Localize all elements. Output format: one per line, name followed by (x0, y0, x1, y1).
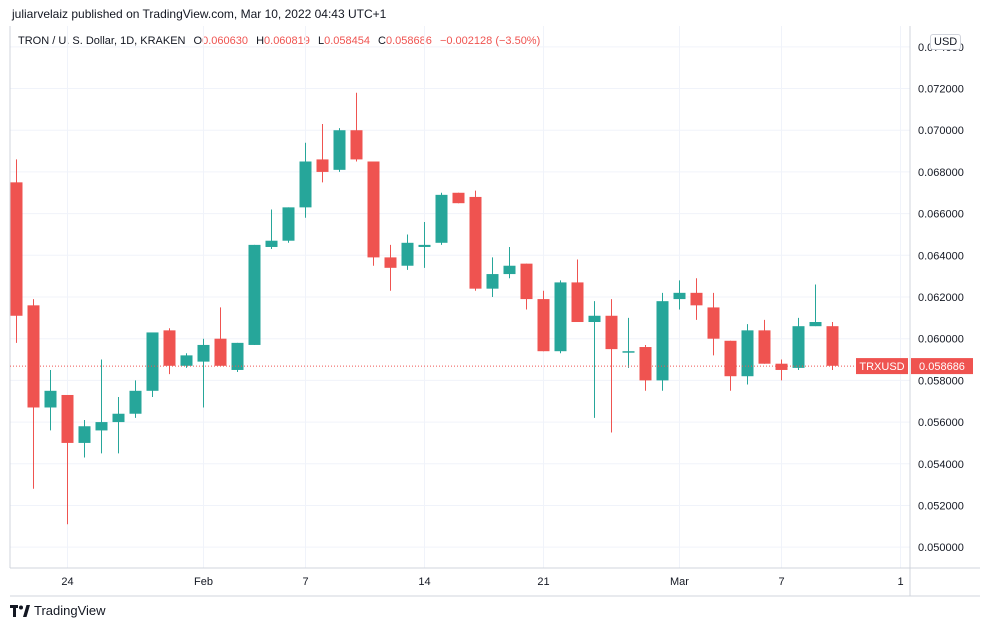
candle-body-down (384, 257, 397, 268)
low-value: 0.058454 (324, 35, 370, 47)
candle-body-up (95, 422, 108, 431)
candle-body-up (112, 413, 125, 423)
candle-body-up (129, 390, 142, 414)
x-tick-label: Feb (194, 576, 213, 588)
candle-body-down (758, 330, 771, 364)
candle-body-down (639, 347, 652, 381)
y-tick-label: 0.060000 (918, 334, 964, 346)
y-tick-label: 0.064000 (918, 250, 964, 262)
y-tick-label: 0.072000 (918, 84, 964, 96)
candle-body-down (571, 282, 584, 323)
candle-body-up (180, 355, 193, 366)
candle-body-down (350, 130, 363, 160)
candle-body-up (809, 322, 822, 327)
candle-body-down (61, 394, 74, 443)
x-tick-label: 21 (537, 576, 549, 588)
y-tick-label: 0.062000 (918, 292, 964, 304)
candle-body-down (316, 159, 329, 172)
candle-body-down (469, 196, 482, 289)
candle-body-down (707, 307, 720, 339)
candle-body-down (367, 161, 380, 258)
publisher-line: juliarvelaiz published on TradingView.co… (12, 7, 387, 21)
candle-body-up (554, 282, 567, 352)
candle-body-up (418, 244, 431, 247)
candle-body-up (503, 265, 516, 275)
symbol-badge (856, 358, 908, 375)
candle-body-down (163, 330, 176, 366)
candle-body-down (605, 315, 618, 350)
candle-body-down (27, 305, 40, 408)
open-value: 0.060630 (202, 35, 248, 47)
candle-body-down (452, 192, 465, 204)
candle-body-up (78, 426, 91, 443)
x-tick-label: 14 (418, 576, 430, 588)
y-tick-label: 0.058000 (918, 375, 964, 387)
last-price-badge (911, 358, 973, 375)
candle-body-up (282, 207, 295, 241)
y-tick-label: 0.050000 (918, 542, 964, 554)
candle-body-up (435, 194, 448, 243)
candle-body-down (724, 340, 737, 377)
currency-button[interactable]: USD (930, 34, 962, 50)
y-tick-label: 0.070000 (918, 125, 964, 137)
candle-body-down (690, 292, 703, 306)
candle-body-up (588, 315, 601, 323)
high-value: 0.060819 (264, 35, 310, 47)
change-value: −0.002128 (−3.50%) (439, 35, 541, 47)
candle-body-up (401, 242, 414, 266)
candle-body-up (673, 292, 686, 300)
candle-body-down (214, 338, 227, 366)
candle-body-down (520, 263, 533, 300)
candle-body-down (537, 299, 550, 352)
candle-body-up (333, 130, 346, 170)
high-label: H (256, 35, 265, 47)
x-tick-label: 24 (61, 576, 73, 588)
candle-body-up (265, 240, 278, 247)
candle-body-up (486, 274, 499, 289)
x-tick-label: 7 (302, 576, 308, 588)
y-tick-label: 0.068000 (918, 167, 964, 179)
x-tick-label: Mar (670, 576, 689, 588)
candle-body-up (792, 326, 805, 368)
x-tick-label: 1 (897, 576, 903, 588)
x-tick-label: 7 (778, 576, 784, 588)
candle-body-up (741, 330, 754, 377)
candle-body-down (10, 182, 23, 316)
candle-body-up (299, 161, 312, 208)
candle-body-up (656, 301, 669, 381)
close-value: 0.058686 (386, 35, 432, 47)
tradingview-logo[interactable]: TradingView (10, 603, 106, 618)
candle-body-up (146, 332, 159, 391)
y-tick-label: 0.066000 (918, 209, 964, 221)
low-label: L (317, 35, 325, 47)
tradingview-logo-icon (10, 604, 30, 617)
symbol-title: TRON / U. S. Dollar, 1D, KRAKEN (18, 35, 186, 47)
close-label: C (378, 35, 386, 47)
candle-body-down (826, 326, 839, 366)
y-tick-label: 0.056000 (918, 417, 964, 429)
candle-body-up (231, 342, 244, 370)
symbol-badge-label: TRXUSD (859, 361, 904, 373)
candle-body-up (248, 244, 261, 345)
last-price-label: 0.058686 (919, 361, 965, 373)
candle-body-up (197, 344, 210, 362)
symbol-legend: TRON / U. S. Dollar, 1D, KRAKEN O0.06063… (18, 35, 540, 47)
candle-body-down (775, 363, 788, 370)
open-label: O (193, 35, 203, 47)
y-tick-label: 0.054000 (918, 459, 964, 471)
candle-body-up (622, 351, 635, 353)
candle-body-up (44, 390, 57, 408)
tradingview-brand: TradingView (34, 603, 106, 618)
y-tick-label: 0.052000 (918, 500, 964, 512)
